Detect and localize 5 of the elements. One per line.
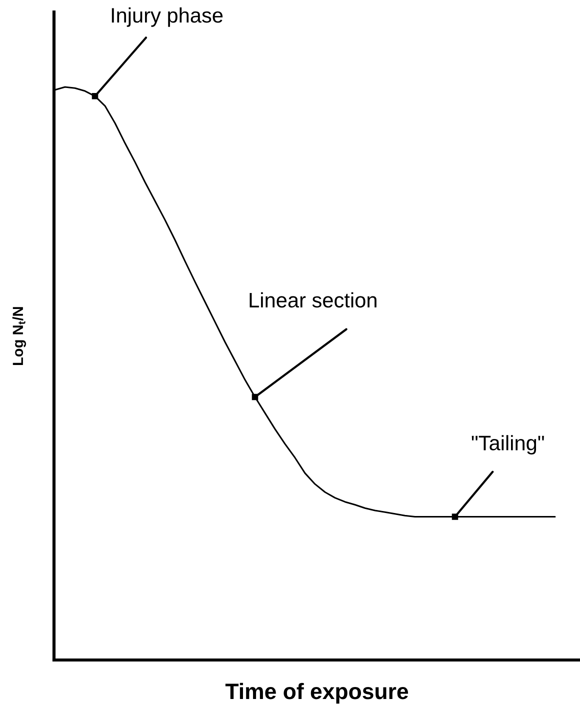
annotation: Linear section bbox=[250, 292, 376, 308]
y-axis-title: Log N$_{t}$/N bbox=[12, 307, 26, 365]
annotation: "Tailing" bbox=[472, 435, 544, 455]
text: Injury phase bbox=[112, 7, 223, 27]
x-axis-title: Time of exposure bbox=[225, 682, 408, 704]
